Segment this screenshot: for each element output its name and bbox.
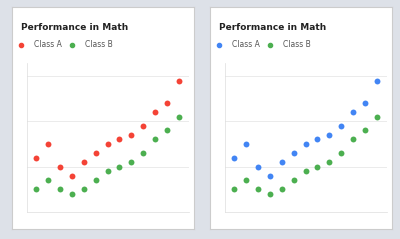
Point: [104, 169, 111, 173]
Point: [362, 129, 368, 132]
Point: [314, 137, 321, 141]
Point: [128, 160, 134, 164]
Point: [33, 187, 39, 191]
Point: [302, 169, 309, 173]
Point: [128, 133, 134, 137]
Point: [290, 151, 297, 155]
Point: [92, 151, 99, 155]
Point: [140, 151, 146, 155]
Point: [116, 137, 123, 141]
Text: Performance in Math: Performance in Math: [219, 23, 326, 32]
Point: [231, 187, 237, 191]
Point: [243, 142, 249, 146]
Point: [140, 124, 146, 128]
Text: Class B: Class B: [85, 40, 112, 49]
Point: [152, 110, 158, 114]
Point: [350, 110, 356, 114]
Text: Class A: Class A: [232, 40, 260, 49]
Point: [57, 165, 63, 168]
Point: [338, 151, 344, 155]
Point: [362, 101, 368, 105]
Point: [176, 79, 182, 83]
Point: [69, 192, 75, 196]
Point: [57, 187, 63, 191]
Point: [374, 115, 380, 119]
Point: [80, 160, 87, 164]
Text: Performance in Math: Performance in Math: [21, 23, 128, 32]
Text: Class A: Class A: [34, 40, 62, 49]
Point: [45, 142, 51, 146]
Point: [326, 160, 332, 164]
Point: [152, 137, 158, 141]
Point: [338, 124, 344, 128]
Point: [104, 142, 111, 146]
Point: [45, 178, 51, 182]
Point: [33, 156, 39, 159]
Text: Class B: Class B: [283, 40, 310, 49]
Point: [255, 165, 261, 168]
Point: [164, 101, 170, 105]
Point: [326, 133, 332, 137]
Point: [176, 115, 182, 119]
Point: [267, 192, 273, 196]
Point: [116, 165, 123, 168]
Point: [231, 156, 237, 159]
Point: [243, 178, 249, 182]
Point: [302, 142, 309, 146]
Point: [255, 187, 261, 191]
Point: [80, 187, 87, 191]
Point: [290, 178, 297, 182]
Point: [374, 79, 380, 83]
Point: [267, 174, 273, 178]
Point: [92, 178, 99, 182]
Point: [278, 160, 285, 164]
Point: [314, 165, 321, 168]
Point: [69, 174, 75, 178]
Point: [350, 137, 356, 141]
Point: [164, 129, 170, 132]
Point: [278, 187, 285, 191]
